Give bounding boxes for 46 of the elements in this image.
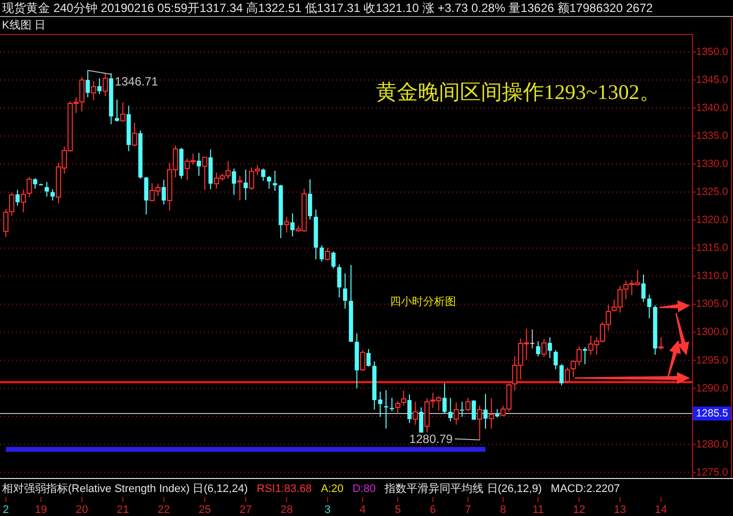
x-tick-label: 8: [500, 504, 506, 516]
y-tick-label: 1295.0: [696, 354, 728, 366]
x-tick-label: 7: [464, 504, 472, 516]
annotation: 1280.79: [409, 432, 454, 446]
annotation: 四小时分析图: [390, 295, 456, 308]
annotation: 1346.71: [114, 74, 158, 88]
annotation: 黄金晚间区间操作1293~1302。: [376, 80, 660, 104]
text: RSI1:83.68: [256, 483, 312, 495]
y-tick-label: 1305.0: [696, 298, 728, 310]
y-tick-label: 1320.0: [696, 214, 728, 226]
x-tick-label: 14: [654, 504, 668, 516]
y-tick-label: 1330.0: [696, 158, 728, 170]
x-tick-label: 11: [532, 504, 544, 516]
y-tick-label: 1290.0: [696, 382, 728, 394]
x-tick-label: 20: [76, 504, 88, 516]
text: 指数平滑异同平均线 日(26,12,9): [384, 482, 542, 495]
x-tick-label: 27: [240, 504, 252, 516]
x-tick-label: 4: [360, 504, 366, 516]
y-tick-label: 1350.0: [696, 46, 728, 58]
text: 相对强弱指标(Relative Strength Index) 日(6,12,24): [2, 482, 248, 495]
text: A:20: [320, 483, 344, 495]
y-tick-label: 1325.0: [696, 186, 728, 198]
x-tick-label: 21: [116, 504, 129, 516]
x-tick-label: 3: [324, 504, 331, 516]
y-tick-label: 1315.0: [696, 242, 728, 254]
x-tick-label: 22: [158, 504, 170, 516]
y-tick-label: 1275.0: [696, 466, 728, 478]
x-tick-label: 6: [430, 504, 436, 516]
x-tick-label: 2: [2, 504, 9, 516]
x-tick-label: 12: [572, 504, 586, 516]
x-tick-label: 19: [34, 504, 48, 516]
y-tick-label: 1340.0: [696, 102, 728, 114]
y-tick-label: 1345.0: [696, 74, 728, 86]
x-tick-label: 13: [614, 504, 626, 516]
y-tick-label: 1335.0: [696, 130, 728, 142]
x-tick-label: 5: [394, 504, 401, 516]
chart-title: 现货黄金 240分钟 20190216 05:59开1317.34 高1322.51 低1317.31 收1321.10 涨 +3.73 0.28% 量13626 额17986320 2672: [2, 1, 654, 15]
text: MACD:2.2207: [550, 483, 620, 495]
text: D:80: [352, 483, 376, 495]
ref-line-label: 1285.5: [696, 408, 728, 420]
x-tick-label: 25: [198, 504, 211, 516]
x-tick-label: 28: [280, 504, 293, 516]
y-tick-label: 1300.0: [696, 326, 728, 338]
y-tick-label: 1280.0: [696, 438, 728, 450]
chart-subtitle: K线图 日: [2, 18, 46, 32]
y-tick-label: 1310.0: [696, 270, 728, 282]
